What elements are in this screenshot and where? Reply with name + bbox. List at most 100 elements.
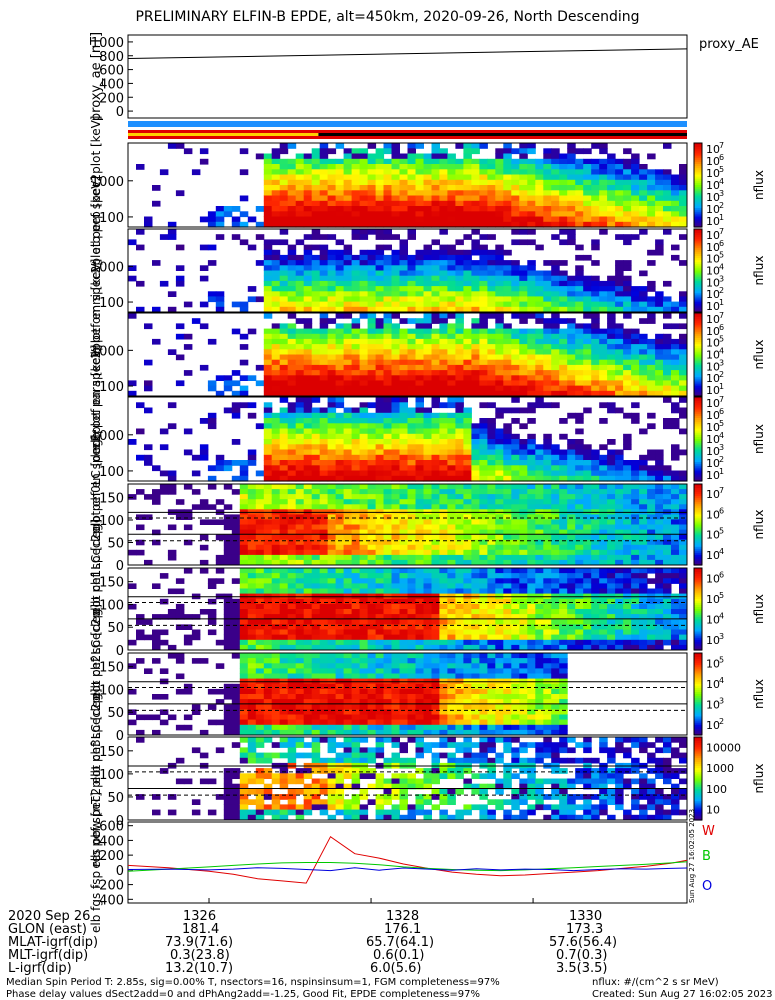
spectrogram-cell: [511, 397, 520, 403]
spectrogram-cell: [279, 573, 289, 579]
spectrogram-cell: [599, 179, 608, 186]
spectrogram-cell: [583, 158, 592, 165]
spectrogram-cell: [615, 454, 624, 461]
spectrogram-cell: [519, 494, 528, 500]
spectrogram-cell: [647, 504, 656, 510]
spectrogram-cell: [303, 568, 313, 574]
spectrogram-cell: [447, 603, 456, 610]
spectrogram-cell: [319, 244, 329, 251]
spectrogram-cell: [399, 370, 408, 376]
colorbar-tick-exponent: 6: [719, 239, 724, 248]
spectrogram-cell: [399, 195, 408, 202]
spectrogram-cell: [343, 449, 353, 456]
spectrogram-cell: [423, 385, 432, 392]
spectrogram-cell: [495, 639, 504, 646]
spectrogram-cell: [631, 221, 640, 228]
spectrogram-cell: [431, 216, 440, 223]
spectrogram-cell: [439, 539, 448, 546]
spectrogram-cell: [319, 370, 329, 376]
spectrogram-cell: [463, 619, 472, 625]
spectrogram-cell: [447, 195, 456, 202]
spectrogram-cell: [519, 153, 528, 160]
colorbar-segment: [694, 187, 702, 190]
spectrogram-cell: [479, 639, 488, 646]
spectrogram-cell: [367, 195, 377, 202]
spectrogram-cell: [447, 254, 456, 261]
spectrogram-cell: [503, 291, 512, 297]
spectrogram-cell: [639, 211, 648, 218]
spectrogram-cell: [535, 514, 544, 520]
spectrogram-cell: [431, 554, 440, 561]
spectrogram-cell: [551, 185, 560, 191]
spectrogram-cell: [295, 634, 305, 641]
spectrogram-cell: [399, 524, 408, 531]
spectrogram-cell: [599, 460, 608, 466]
spectrogram-cell: [183, 484, 193, 490]
spectrogram-cell: [367, 318, 377, 324]
spectrogram-cell: [623, 190, 632, 197]
spectrogram-cell: [535, 211, 544, 218]
spectrogram-cell: [519, 239, 528, 246]
spectrogram-cell: [263, 554, 273, 561]
spectrogram-cell: [231, 475, 241, 482]
spectrogram-cell: [359, 639, 369, 646]
spectrogram-cell: [599, 475, 608, 482]
spectrogram-cell: [343, 179, 353, 186]
spectrogram-cell: [623, 380, 632, 387]
spectrogram-cell: [351, 489, 361, 495]
spectrogram-cell: [471, 158, 480, 165]
spectrogram-cell: [423, 190, 432, 197]
spectrogram-cell: [511, 265, 520, 271]
spectrogram-cell: [375, 470, 385, 477]
spectrogram-cell: [583, 221, 592, 228]
spectrogram-cell: [567, 578, 576, 584]
spectrogram-cell: [263, 609, 273, 615]
spectrogram-cell: [319, 519, 329, 525]
spectrogram-cell: [239, 390, 249, 397]
spectrogram-cell: [167, 229, 177, 235]
spectrogram-cell: [455, 444, 464, 451]
spectrogram-cell: [375, 344, 385, 350]
spectrogram-cell: [303, 524, 313, 531]
spectrogram-cell: [599, 465, 608, 472]
spectrogram-cell: [591, 519, 600, 525]
colorbar-segment: [694, 325, 702, 329]
spectrogram-cell: [535, 344, 544, 350]
spectrogram-cell: [607, 174, 616, 181]
spectrogram-cell: [407, 412, 416, 419]
spectrogram-cell: [303, 559, 313, 566]
spectrogram-cell: [671, 475, 680, 482]
spectrogram-cell: [215, 296, 225, 303]
spectrogram-cell: [415, 164, 424, 170]
spectrogram-cell: [311, 211, 321, 218]
spectrogram-cell: [391, 470, 400, 477]
spectrogram-cell: [551, 328, 560, 335]
spectrogram-cell: [295, 179, 305, 186]
spectrogram-cell: [471, 529, 480, 536]
spectrogram-cell: [495, 609, 504, 615]
spectrogram-cell: [303, 280, 313, 287]
spectrogram-cell: [511, 603, 520, 610]
spectrogram-cell: [407, 598, 416, 605]
spectrogram-cell: [671, 344, 680, 350]
spectrogram-cell: [295, 568, 305, 574]
spectrogram-cell: [335, 423, 345, 430]
colorbar-segment: [694, 449, 702, 453]
spectrogram-cell: [575, 206, 584, 212]
spectrogram-cell: [455, 624, 464, 630]
spectrogram-cell: [144, 216, 153, 223]
spectrogram-cell: [271, 583, 281, 589]
colorbar-segment: [694, 391, 702, 395]
spectrogram-cell: [399, 359, 408, 366]
spectrogram-cell: [279, 524, 289, 531]
spectrogram-cell: [455, 544, 464, 551]
spectrogram-cell: [455, 588, 464, 595]
spectrogram-cell: [647, 169, 656, 176]
spectrogram-cell: [487, 470, 496, 477]
spectrogram-cell: [303, 179, 313, 186]
spectrogram-cell: [551, 148, 560, 155]
spectrogram-cell: [663, 529, 672, 536]
spectrogram-cell: [519, 328, 528, 335]
